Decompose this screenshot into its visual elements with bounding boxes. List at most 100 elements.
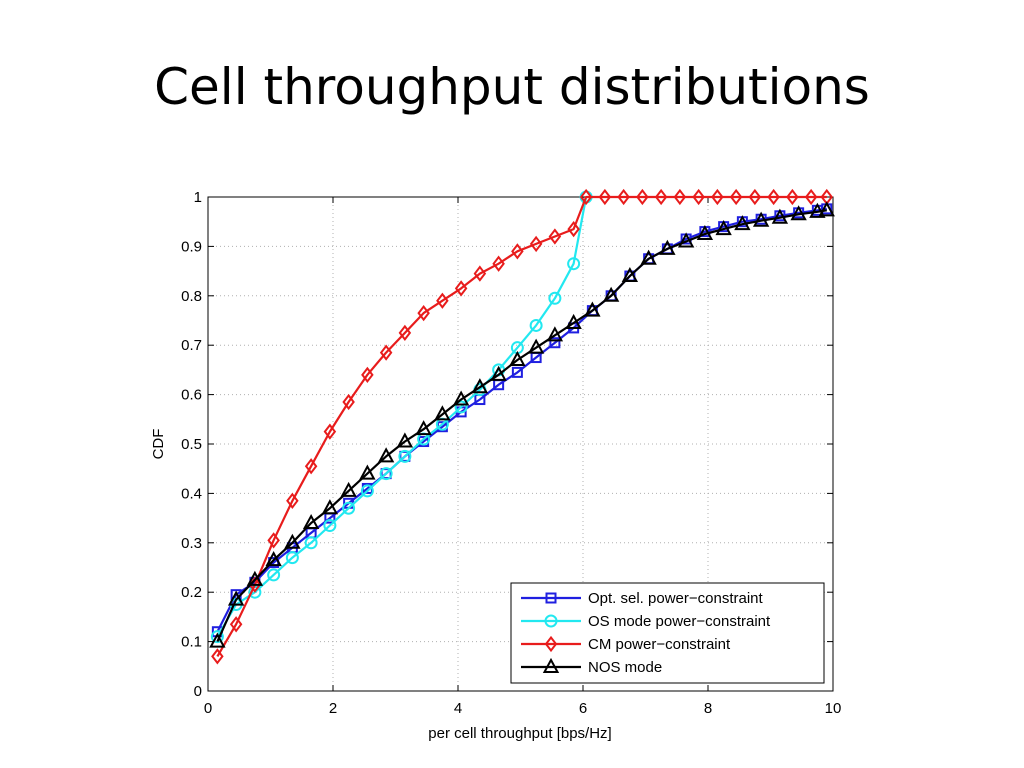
legend-marker <box>544 635 558 653</box>
series-line <box>216 209 827 643</box>
data-point <box>548 291 562 305</box>
data-point <box>267 532 280 549</box>
data-point <box>323 423 337 440</box>
x-tick-label: 0 <box>204 700 212 717</box>
data-point <box>567 257 581 271</box>
series-circle <box>210 190 593 644</box>
data-point <box>267 568 281 582</box>
data-point <box>654 188 668 206</box>
x-tick-label: 10 <box>825 700 842 717</box>
series-layer <box>209 188 835 665</box>
data-point <box>673 188 687 206</box>
data-point <box>786 188 799 206</box>
data-point <box>527 338 545 354</box>
data-point <box>210 630 224 644</box>
data-point <box>579 188 593 206</box>
x-tick-label: 2 <box>329 700 337 717</box>
legend-marker <box>542 657 560 673</box>
series-line <box>216 195 827 657</box>
data-point <box>659 239 676 255</box>
x-tick-label: 8 <box>704 700 712 717</box>
data-point <box>398 449 412 463</box>
slide-title: Cell throughput distributions <box>154 58 870 116</box>
data-point <box>434 405 451 421</box>
legend-label: OS mode power−constraint <box>588 613 771 630</box>
data-point <box>286 492 299 509</box>
data-point <box>284 533 301 549</box>
series-square <box>211 203 833 638</box>
data-point <box>617 188 630 206</box>
data-point <box>734 215 751 231</box>
data-point <box>715 220 732 236</box>
y-tick-label: 0.7 <box>181 337 202 354</box>
data-point <box>304 536 318 550</box>
data-point <box>396 432 414 448</box>
data-point <box>452 390 470 406</box>
data-point <box>302 513 320 530</box>
data-point <box>340 481 357 497</box>
data-point <box>771 208 789 224</box>
data-point <box>549 337 561 349</box>
data-point <box>584 301 601 317</box>
y-tick-label: 0.2 <box>181 584 202 601</box>
data-point <box>209 632 226 648</box>
data-point <box>529 318 543 332</box>
y-tick-label: 0.8 <box>181 288 202 305</box>
series-line <box>216 196 588 638</box>
data-point <box>767 188 780 206</box>
data-point <box>567 220 580 238</box>
data-point <box>804 188 818 206</box>
axis-ticks: 0 2 4 6 8 10 0 0.1 0.2 0.3 0.4 0.5 0.6 0.7 0.8 0.9 1 <box>181 189 841 717</box>
data-point <box>285 551 299 565</box>
data-point <box>511 243 524 260</box>
data-point <box>696 224 714 241</box>
series-diamond <box>211 188 834 665</box>
data-point <box>229 616 243 633</box>
data-point <box>711 188 724 206</box>
data-point <box>473 265 487 282</box>
data-point <box>546 326 564 342</box>
data-point <box>323 519 337 533</box>
data-point <box>509 350 526 367</box>
legend: Opt. sel. power−constraint OS mode power−… <box>510 582 825 684</box>
data-point <box>454 400 468 414</box>
y-tick-label: 0.9 <box>181 238 202 255</box>
data-point <box>211 648 224 665</box>
data-point <box>454 280 468 297</box>
y-tick-label: 0 <box>194 683 202 700</box>
data-point <box>529 235 543 253</box>
series-triangle <box>209 201 835 648</box>
legend-label: CM power−constraint <box>588 636 731 653</box>
data-point <box>565 313 582 329</box>
x-tick-label: 4 <box>454 700 462 717</box>
data-point <box>790 205 807 221</box>
legend-label: NOS mode <box>588 659 662 676</box>
data-point <box>415 420 432 436</box>
data-point <box>361 366 374 383</box>
data-point <box>818 201 835 217</box>
y-tick-label: 0.1 <box>181 634 202 651</box>
series-line <box>216 207 827 633</box>
data-point <box>548 228 562 245</box>
x-tick-label: 6 <box>579 700 587 717</box>
data-point <box>729 188 743 206</box>
data-point <box>379 467 393 481</box>
data-point <box>377 447 395 463</box>
legend-marker <box>545 592 557 604</box>
legend-marker <box>544 614 558 628</box>
data-point <box>692 188 705 206</box>
data-point <box>602 286 620 302</box>
data-point <box>342 501 356 515</box>
y-axis-label: CDF <box>150 429 167 460</box>
data-point <box>490 365 507 381</box>
data-point <box>304 458 318 475</box>
data-point <box>398 324 412 341</box>
data-point <box>492 255 505 272</box>
data-point <box>417 304 430 322</box>
data-point <box>752 211 770 227</box>
legend-label: Opt. sel. power−constraint <box>588 590 764 607</box>
data-point <box>360 484 374 498</box>
data-point <box>246 570 264 586</box>
data-point <box>621 266 639 283</box>
